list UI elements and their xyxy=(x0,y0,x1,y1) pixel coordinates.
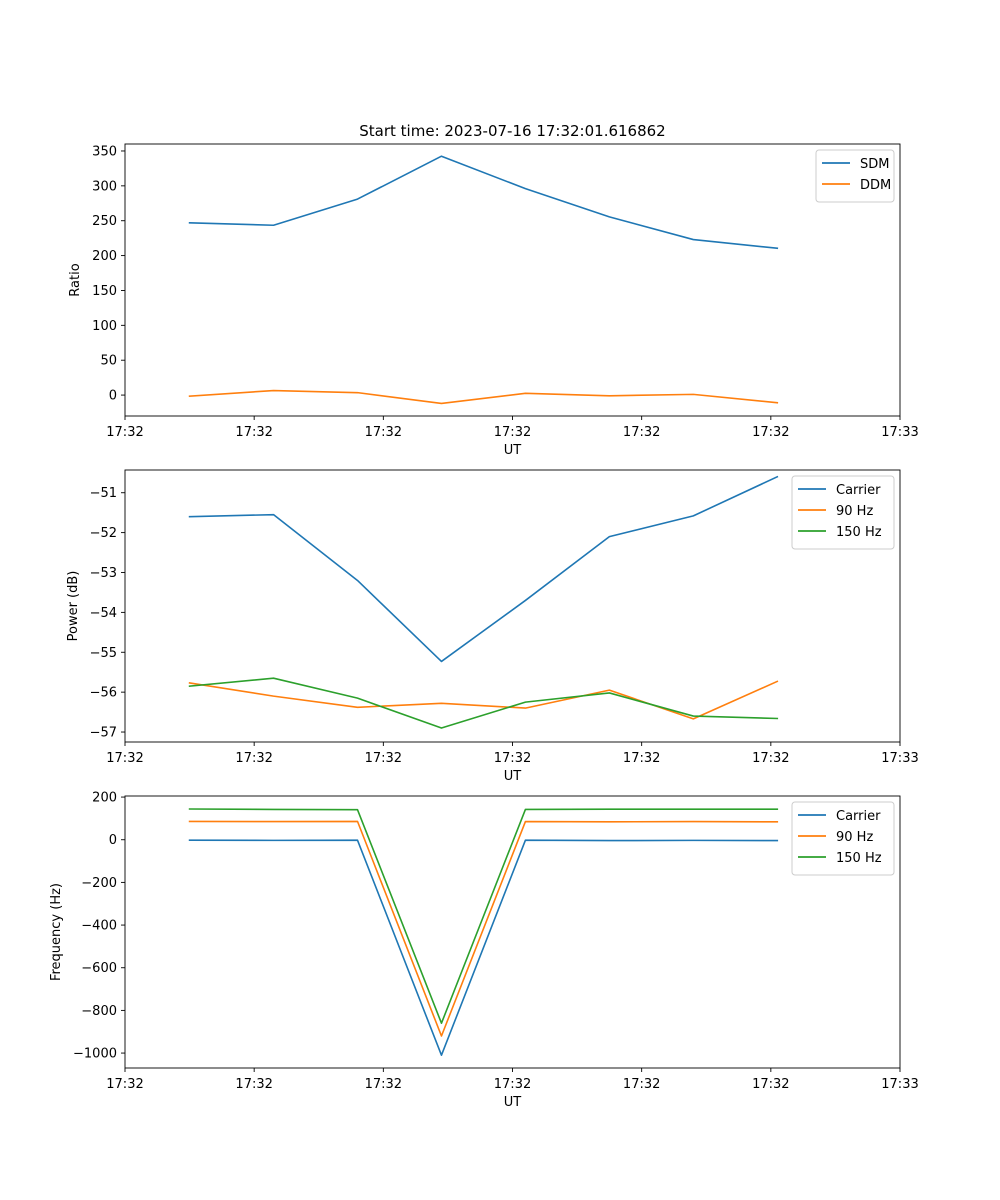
x-tick-label: 17:32 xyxy=(494,425,531,440)
panel-2: 17:32 17:32 17:32 17:32 17:32 17:32 17:33 −57 −5… xyxy=(66,469,919,784)
y-tick-label: −57 xyxy=(90,726,117,741)
legend: Carrier 90 Hz 150 Hz xyxy=(791,475,895,550)
legend-label: 150 Hz xyxy=(836,851,882,866)
legend-label: 150 Hz xyxy=(836,525,882,540)
y-tick-label: −52 xyxy=(90,526,117,541)
legend-label: 90 Hz xyxy=(836,504,873,519)
y-tick-label: 150 xyxy=(92,284,117,299)
legend-label: Carrier xyxy=(836,483,881,498)
x-axis-label: UT xyxy=(504,1095,522,1110)
series-line-ddm xyxy=(188,389,779,405)
series-line-carrier xyxy=(188,475,779,663)
x-tick-label: 17:32 xyxy=(623,1077,660,1092)
series-line-150-hz xyxy=(188,808,779,1025)
x-tick-label: 17:32 xyxy=(494,1077,531,1092)
x-tick-label: 17:32 xyxy=(623,425,660,440)
y-tick-label: −53 xyxy=(90,566,117,581)
y-axis-label: Power (dB) xyxy=(66,571,81,642)
y-tick-label: 100 xyxy=(92,319,117,334)
legend-label: DDM xyxy=(860,178,891,193)
y-tick-label: 300 xyxy=(92,179,117,194)
legend: SDM DDM xyxy=(815,149,895,203)
series-line-150-hz xyxy=(188,677,779,729)
y-tick-label: −56 xyxy=(90,686,117,701)
x-tick-label: 17:32 xyxy=(235,1077,272,1092)
y-tick-label: −400 xyxy=(81,919,117,934)
x-tick-label: 17:32 xyxy=(365,1077,402,1092)
y-tick-label: −51 xyxy=(90,486,117,501)
x-tick-label: 17:32 xyxy=(106,1077,143,1092)
x-tick-label: 17:32 xyxy=(752,1077,789,1092)
x-axis-label: UT xyxy=(504,769,522,784)
x-tick-label: 17:32 xyxy=(365,751,402,766)
x-tick-label: 17:33 xyxy=(881,425,918,440)
y-tick-label: 0 xyxy=(109,833,117,848)
series-line-carrier xyxy=(188,839,779,1056)
y-axis-label: Ratio xyxy=(68,263,83,296)
x-tick-label: 17:33 xyxy=(881,1077,918,1092)
panels: 17:32 17:32 17:32 17:32 17:32 17:32 17:33 0 50 10… xyxy=(49,143,919,1110)
x-tick-label: 17:32 xyxy=(106,425,143,440)
y-tick-label: −55 xyxy=(90,646,117,661)
x-axis-label: UT xyxy=(504,443,522,458)
y-tick-label: 200 xyxy=(92,791,117,806)
y-axis-label: Frequency (Hz) xyxy=(49,883,64,981)
y-tick-label: −200 xyxy=(81,876,117,891)
panel-1: 17:32 17:32 17:32 17:32 17:32 17:32 17:33 0 50 10… xyxy=(68,143,919,458)
y-tick-label: −600 xyxy=(81,961,117,976)
series-line-90-hz xyxy=(188,820,779,1037)
x-tick-label: 17:32 xyxy=(235,425,272,440)
y-tick-label: 250 xyxy=(92,214,117,229)
figure-title: Start time: 2023-07-16 17:32:01.616862 xyxy=(359,122,665,140)
legend-label: SDM xyxy=(860,157,889,172)
y-tick-label: −1000 xyxy=(73,1047,117,1062)
y-tick-label: −800 xyxy=(81,1004,117,1019)
y-tick-label: −54 xyxy=(90,606,117,621)
x-tick-label: 17:32 xyxy=(752,751,789,766)
x-tick-label: 17:32 xyxy=(106,751,143,766)
series-line-sdm xyxy=(188,155,779,250)
y-tick-label: 0 xyxy=(109,389,117,404)
legend-label: Carrier xyxy=(836,809,881,824)
y-tick-label: 350 xyxy=(92,144,117,159)
x-tick-label: 17:32 xyxy=(623,751,660,766)
y-tick-label: 200 xyxy=(92,249,117,264)
x-tick-label: 17:32 xyxy=(494,751,531,766)
y-tick-label: 50 xyxy=(100,354,117,369)
x-tick-label: 17:33 xyxy=(881,751,918,766)
x-tick-label: 17:32 xyxy=(235,751,272,766)
series-line-90-hz xyxy=(188,680,779,720)
x-tick-label: 17:32 xyxy=(752,425,789,440)
legend: Carrier 90 Hz 150 Hz xyxy=(791,801,895,876)
panel-3: 17:32 17:32 17:32 17:32 17:32 17:32 17:33 −1000… xyxy=(49,791,919,1110)
legend-label: 90 Hz xyxy=(836,830,873,845)
x-tick-label: 17:32 xyxy=(365,425,402,440)
